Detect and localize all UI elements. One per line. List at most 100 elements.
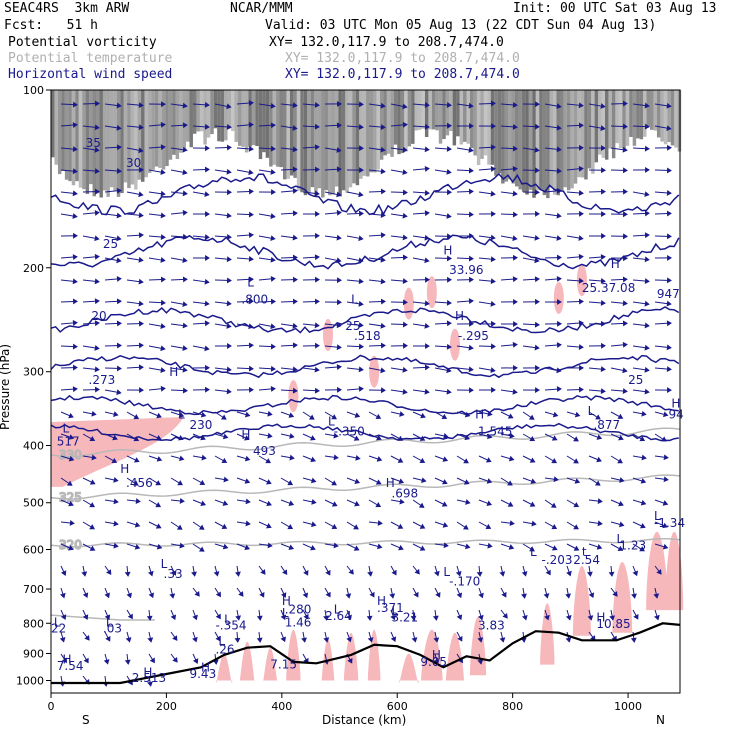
wind-vector-head	[73, 232, 78, 239]
wind-vector-head	[579, 364, 584, 371]
wind-vector-head	[358, 300, 364, 307]
wind-vector-head	[244, 455, 251, 462]
wind-vector-head	[83, 657, 89, 664]
wind-vector-head	[94, 320, 100, 327]
wind-vector-head	[369, 591, 375, 598]
wind-vector-head	[179, 542, 185, 549]
wind-vector-head	[314, 144, 320, 151]
wind-vector-head	[366, 615, 373, 621]
wind-vector-head	[644, 102, 650, 109]
wind-vector-head	[68, 455, 75, 462]
wind-vector-head	[292, 102, 298, 109]
shade-cell	[584, 90, 588, 180]
wind-vector-head	[270, 145, 276, 152]
contour-annotation: H	[432, 648, 441, 662]
wind-vector-head	[446, 388, 452, 395]
shade-cell	[646, 90, 650, 127]
wind-vector-head	[182, 122, 188, 129]
wind-vector-head	[512, 211, 518, 218]
wind-vector-head	[419, 435, 426, 441]
wind-vector-head	[477, 614, 484, 621]
wind-vector-head	[292, 298, 298, 305]
shade-cell	[393, 90, 398, 145]
contour-annotation: 1.23	[619, 538, 646, 552]
wind-vector-head	[601, 342, 606, 349]
pv-fill-region	[286, 629, 301, 681]
shade-cell	[636, 90, 640, 139]
wind-vector-head	[182, 366, 188, 373]
wind-vector-head	[535, 210, 540, 217]
wind-vector-head	[666, 300, 672, 307]
wind-vector-head	[622, 123, 628, 130]
wind-vector-head	[182, 276, 188, 283]
wind-vector-head	[468, 188, 474, 195]
shade-cell	[611, 90, 616, 159]
wind-vector-head	[608, 571, 615, 577]
shade-cell	[542, 90, 547, 196]
wind-vector-head	[333, 432, 339, 439]
wind-vector-head	[116, 257, 122, 264]
shade-cell	[487, 90, 491, 165]
wind-vector-head	[398, 544, 404, 551]
shade-cell	[577, 90, 581, 178]
theta-contours: 320325330	[50, 427, 681, 621]
contour-annotation: L	[178, 407, 185, 421]
contour-annotation: -.170	[449, 574, 480, 588]
shade-cell	[466, 90, 470, 144]
wind-vector-head	[521, 614, 528, 621]
shade-cell	[390, 90, 394, 157]
wind-vector-head	[336, 322, 342, 329]
wind-vector-head	[270, 298, 276, 305]
shade-cell	[300, 90, 304, 193]
wind-vector-head	[89, 479, 96, 485]
wind-vector-head	[418, 502, 425, 508]
wind-vector-head	[557, 299, 562, 305]
wind-vector-head	[337, 299, 342, 306]
wind-vector-head	[248, 145, 254, 152]
shade-cell	[355, 90, 360, 186]
wind-vector-head	[178, 435, 184, 441]
wind-vector-head	[355, 454, 361, 461]
wind-vector-head	[156, 543, 163, 550]
shade-cell	[341, 90, 346, 191]
wind-vector-head	[303, 570, 309, 576]
wind-vector-head	[490, 278, 496, 285]
pv-fill-region	[369, 355, 380, 388]
wind-vector-head	[641, 410, 647, 417]
wind-vector-head	[358, 124, 364, 130]
wind-vector-head	[94, 168, 100, 174]
x-axis-label: Distance (km)	[322, 713, 407, 727]
wind-vector-head	[226, 168, 232, 175]
wind-vector-head	[403, 299, 408, 306]
wind-vector-head	[215, 591, 221, 598]
shade-cell	[154, 90, 159, 167]
contour-annotation: 1.545	[478, 425, 512, 439]
wind-vector-head	[160, 144, 166, 151]
wind-vector-head	[138, 278, 144, 285]
wind-vector-head	[644, 300, 650, 307]
wind-vector-head	[325, 569, 331, 576]
wind-vector-head	[204, 300, 210, 307]
wind-vectors	[59, 100, 672, 687]
wind-vector-head	[513, 298, 518, 305]
wind-vector-head	[600, 278, 606, 284]
wind-vector-head	[556, 103, 562, 109]
wind-vector-head	[402, 366, 408, 373]
shade-cell	[314, 90, 318, 197]
wind-vector-head	[486, 500, 493, 507]
wind-vector-head	[314, 366, 320, 373]
wind-vector-head	[282, 569, 288, 576]
wind-vector-head	[487, 410, 493, 417]
fcst-label: Fcst: 51 h	[4, 18, 98, 33]
wind-vector-head	[424, 322, 430, 329]
contour-annotation: L	[334, 602, 341, 616]
wind-vector-head	[336, 257, 342, 264]
wind-vector-head	[270, 275, 276, 282]
shade-cell	[307, 90, 311, 194]
wind-vector-head	[556, 167, 562, 174]
wind-vector-head	[113, 411, 119, 418]
wind-vector-head	[303, 613, 309, 620]
wind-vector-head	[381, 387, 386, 394]
wind-vector-head	[182, 301, 188, 308]
wind-vector-head	[116, 298, 122, 305]
